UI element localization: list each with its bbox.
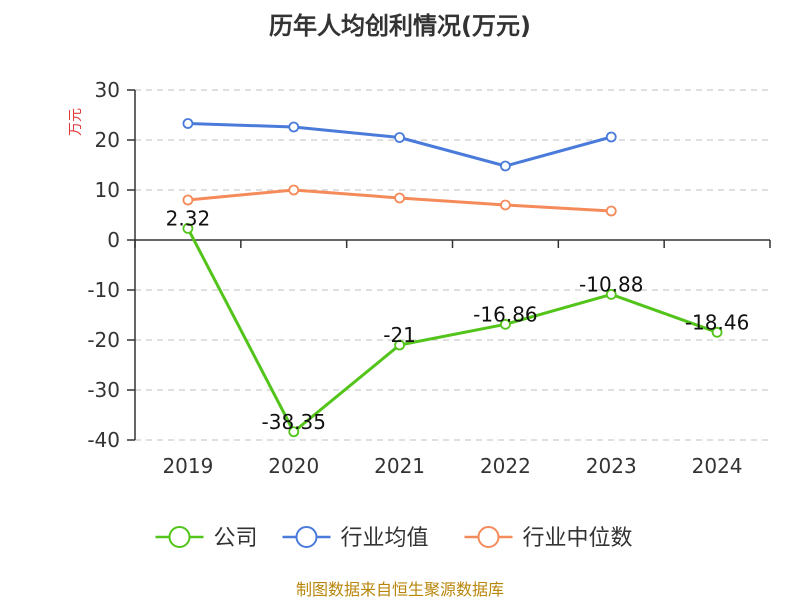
series-2-point-2 bbox=[394, 192, 405, 204]
legend-label: 公司 bbox=[214, 526, 258, 551]
x-tick-label: 2021 bbox=[374, 454, 425, 478]
data-label: -18.46 bbox=[685, 310, 749, 334]
y-tick-label: -20 bbox=[87, 328, 120, 352]
y-tick-label: 10 bbox=[95, 178, 120, 202]
legend-item-0[interactable]: 公司 bbox=[155, 526, 258, 551]
data-label: -38.35 bbox=[262, 410, 326, 434]
series-line-1 bbox=[186, 122, 613, 168]
series-0-point-5 bbox=[711, 326, 723, 338]
x-tick-label: 2019 bbox=[162, 454, 213, 478]
legend: 公司 行业均值 行业中位数 bbox=[155, 526, 633, 551]
source-note: 制图数据来自恒生聚源数据库 bbox=[296, 580, 504, 599]
y-tick-label: -40 bbox=[87, 428, 120, 452]
legend-item-2[interactable]: 行业中位数 bbox=[464, 526, 633, 551]
y-tick-label: 30 bbox=[95, 78, 120, 102]
series-0-point-3 bbox=[500, 318, 511, 330]
series-0-point-2 bbox=[394, 339, 405, 351]
x-tick-label: 2022 bbox=[480, 454, 531, 478]
legend-label: 行业均值 bbox=[341, 526, 429, 551]
series-0-point-4 bbox=[605, 288, 617, 300]
legend-swatch-marker bbox=[168, 526, 191, 548]
series-line-0 bbox=[186, 226, 719, 434]
series-1-point-2 bbox=[394, 132, 405, 143]
x-tick-label: 2024 bbox=[692, 454, 743, 478]
y-axis-label: 万元 bbox=[68, 108, 84, 136]
series-0-point-1 bbox=[288, 426, 300, 438]
legend-label: 行业中位数 bbox=[523, 526, 633, 551]
legend-swatch-marker bbox=[477, 526, 500, 548]
y-tick-label: 20 bbox=[95, 128, 120, 152]
grid bbox=[135, 89, 770, 441]
series-1-point-4 bbox=[605, 131, 617, 143]
y-tick-label: -30 bbox=[87, 378, 120, 402]
data-label: -21 bbox=[383, 323, 416, 347]
series-1-point-3 bbox=[500, 160, 511, 172]
series-2-point-1 bbox=[288, 184, 300, 196]
data-label: -10.88 bbox=[579, 272, 643, 296]
x-tick-label: 2023 bbox=[586, 454, 637, 478]
x-tick-label: 2020 bbox=[268, 454, 319, 478]
axes: 30 20 10 0 -10 -20 -30 -40 2019 2020 2021 2022 2023 2… bbox=[87, 78, 771, 478]
data-label: 2.32 bbox=[166, 206, 211, 230]
y-tick-label: -10 bbox=[87, 278, 120, 302]
series-1-point-0 bbox=[182, 118, 194, 129]
series-2-point-0 bbox=[182, 194, 194, 206]
data-label: -16.86 bbox=[473, 302, 537, 326]
y-tick-label: 0 bbox=[107, 228, 120, 252]
chart-title: 历年人均创利情况(万元) bbox=[269, 12, 531, 40]
series-2-point-3 bbox=[500, 199, 511, 211]
legend-swatch-marker bbox=[295, 526, 318, 548]
data-labels: 2.32 -38.35 -21 -16.86 -10.88 -18.46 bbox=[166, 206, 750, 433]
series-layer bbox=[182, 118, 723, 438]
series-2-point-4 bbox=[605, 205, 617, 217]
legend-item-1[interactable]: 行业均值 bbox=[282, 526, 429, 551]
series-0-point-0 bbox=[182, 222, 194, 234]
series-1-point-1 bbox=[288, 121, 300, 133]
